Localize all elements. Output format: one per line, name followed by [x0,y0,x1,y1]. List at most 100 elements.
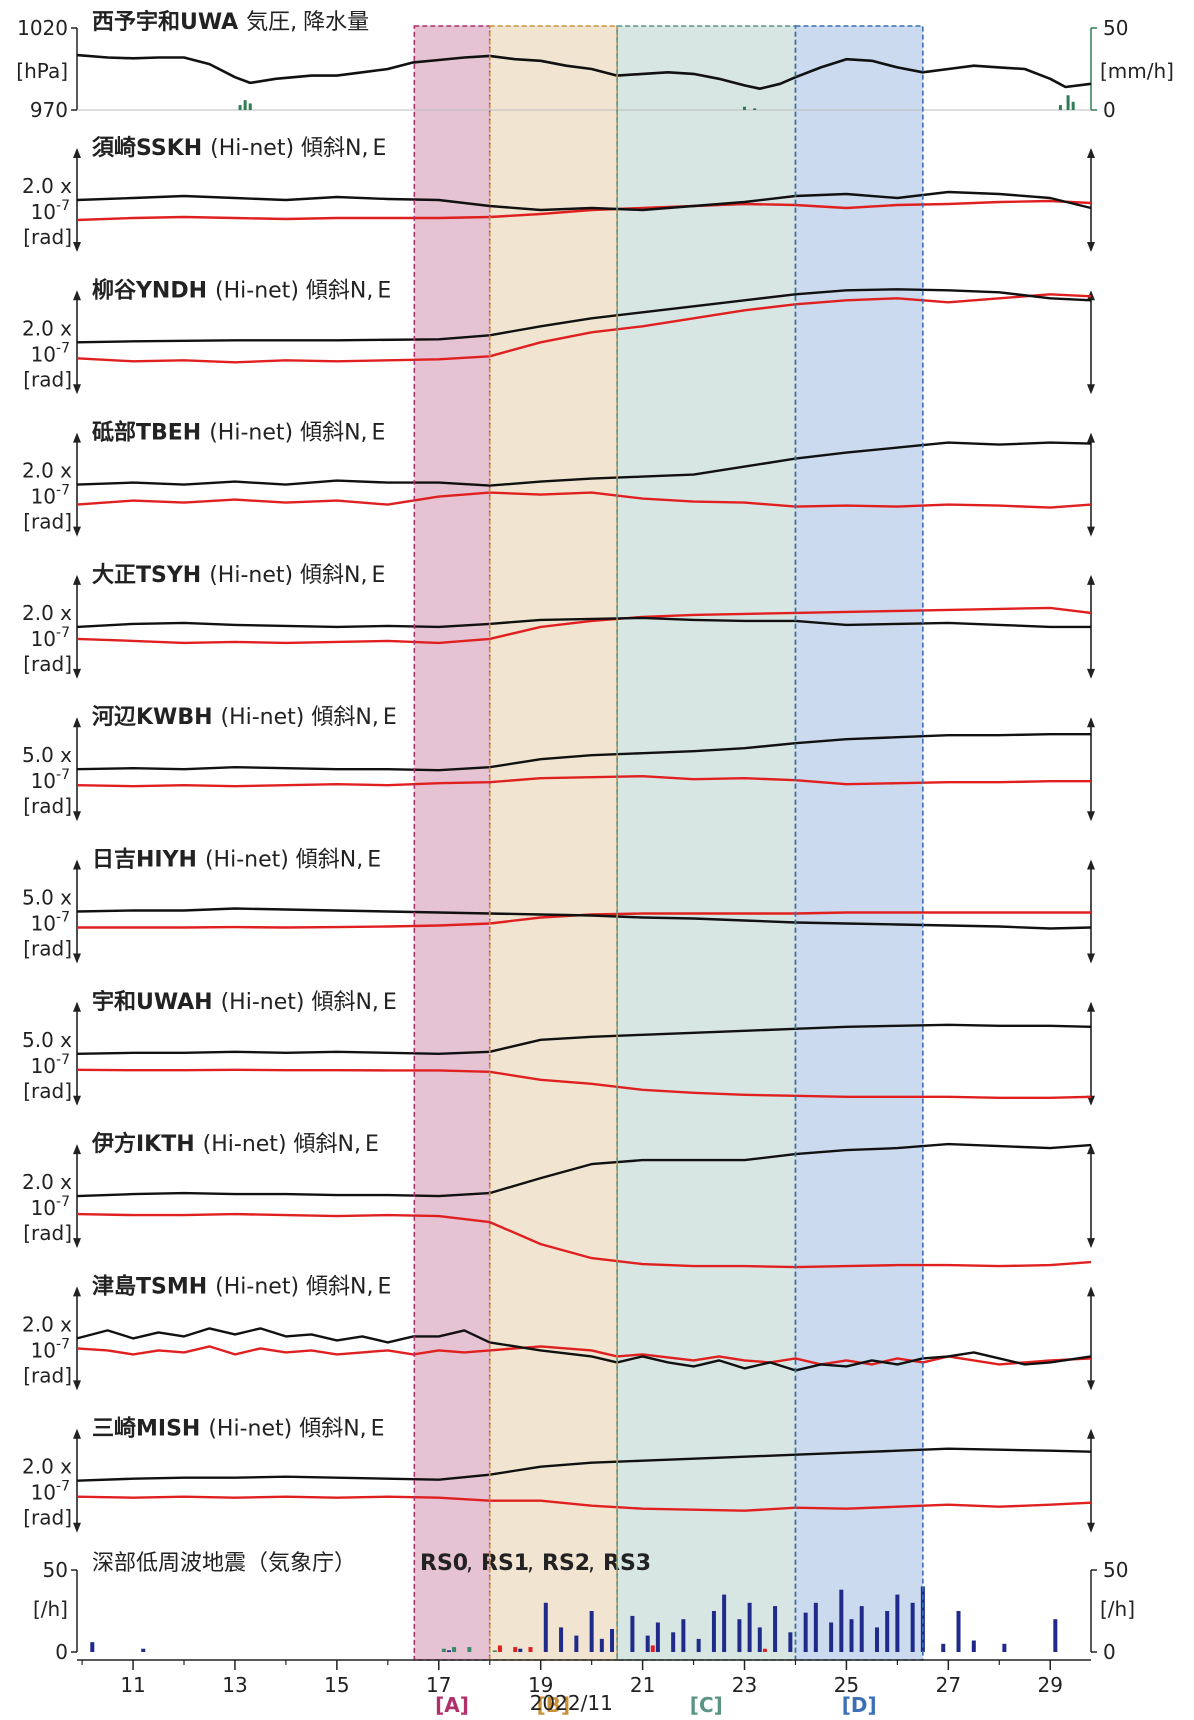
station-8-scale-x: x [60,1312,72,1336]
station-7-legend-prefix: (Hi-net) 傾斜N, [203,1132,361,1157]
station-6-n-line [76,1023,1092,1055]
station-5-exponent-sup: -7 [56,910,70,926]
station-4-right-axis [1087,717,1095,822]
station-5-title: 日吉HIYH (Hi-net) 傾斜N, E [92,847,381,873]
station-4-exponent-sup: -7 [56,767,70,783]
station-1-scale-x: x [60,316,72,340]
station-6-right-axis [1087,1001,1095,1106]
station-2-scale: 2.0 x [22,459,72,483]
arrow-down [73,1522,81,1533]
rain-title: 降水量 [303,10,369,35]
arrow-down [73,1095,81,1106]
arrow-down [1087,1238,1095,1249]
rs3-bar-12 [655,1622,660,1652]
lfe-title: 深部低周波地震（気象庁） [92,1551,356,1576]
rs2-bar-2 [528,1647,533,1652]
station-panel-9: 三崎MISH (Hi-net) 傾斜N, E 2.0 x10-7[rad] [22,1417,1095,1533]
arrow-up [1087,717,1095,728]
arrow-up [73,290,81,301]
station-1-legend-e: E [377,278,391,303]
rs3-bar-5 [559,1627,564,1652]
rs3-bar-20 [757,1627,762,1652]
rs3-bar-0 [90,1642,95,1652]
station-5-n-line [76,907,1092,930]
rs1-bar-3 [492,1650,497,1652]
station-5-legend-e: E [367,848,381,873]
arrow-up [73,1144,81,1155]
station-6-exponent-sup: -7 [56,1052,70,1068]
station-6-unit: [rad] [23,1079,72,1103]
station-9-title: 三崎MISH (Hi-net) 傾斜N, E [92,1417,385,1442]
station-5-scale: 5.0 x [22,886,72,910]
arrow-down [73,953,81,964]
rs3-bar-18 [737,1619,742,1652]
rs3-bar-36 [971,1640,976,1652]
station-7-legend-e: E [365,1132,379,1157]
rs3-bar-29 [874,1627,879,1652]
rs3-bar-19 [747,1602,752,1652]
station-7-scale: 2.0 x [22,1170,72,1194]
period-band-2 [617,26,796,1660]
station-9-right-axis [1087,1428,1095,1533]
station-3-n-line [76,616,1091,629]
rs3-bar-28 [859,1606,864,1652]
x-tick-label-2: 15 [324,1673,349,1697]
pressure-title: 西予宇和UWA 気圧, 降水量 [92,10,369,35]
rs1-bar-0 [441,1648,446,1652]
rs3-bar-38 [1053,1619,1058,1652]
rain-bar-4 [753,108,757,110]
station-3-exponent-sup: -7 [56,625,70,641]
station-0-n-line [76,190,1092,212]
station-panel-2: 砥部TBEH (Hi-net) 傾斜N, E 2.0 x10-7[rad] [22,420,1095,537]
station-4-e-line [76,775,1091,788]
station-3-exponent: 10-7 [31,625,70,651]
lfe-legend-0: RS0 [420,1551,468,1576]
rs3-bar-37 [1002,1643,1007,1652]
station-7-e-line [76,1212,1092,1269]
station-8-legend-e: E [377,1274,391,1299]
rs3-bar-26 [839,1589,844,1652]
rs3-bar-32 [910,1602,915,1652]
station-1-exponent: 10-7 [31,340,70,366]
arrow-down [73,242,81,252]
station-5-legend-prefix: (Hi-net) 傾斜N, [205,848,363,873]
pressure-tick-label-top: 1020 [17,16,68,40]
tilt-panels: 須崎SSKH (Hi-net) 傾斜N, E2.0 x10-7[rad]柳谷YNDH… [22,136,1095,1533]
rs3-bar-30 [885,1611,890,1652]
station-0-e-line [76,199,1092,222]
period-band-0 [414,26,490,1660]
rs3-bar-35 [956,1611,961,1652]
rs1-bar-1 [452,1647,457,1652]
arrow-up [1087,1001,1095,1012]
station-1-legend-prefix: (Hi-net) 傾斜N, [215,278,373,303]
rs3-bar-14 [681,1619,686,1652]
lfe-ylabel-left: [/h] [33,1597,68,1621]
station-4-scale: 5.0 x [22,743,72,767]
rs3-bar-25 [829,1622,834,1652]
x-tick-label-1: 13 [222,1673,247,1697]
lfe-tick-label-bottom-left: 0 [55,1640,68,1664]
lfe-ylabel-right: [/h] [1100,1597,1135,1621]
arrow-up [1087,1428,1095,1439]
arrow-down [73,1380,81,1391]
station-3-legend-prefix: (Hi-net) 傾斜N, [209,563,367,588]
arrow-down [73,526,81,537]
x-axis-unit-label: 2022/11 [530,1691,613,1715]
rs3-bar-15 [696,1638,701,1652]
arrow-down [1087,668,1095,679]
arrow-up [73,432,81,443]
rs3-bar-8 [599,1638,604,1652]
arrow-up [1087,574,1095,585]
station-4-exponent: 10-7 [31,767,70,793]
station-4-legend-prefix: (Hi-net) 傾斜N, [221,705,379,730]
station-1-unit: [rad] [23,367,72,391]
arrow-down [73,1238,81,1249]
rs3-bar-17 [722,1594,727,1652]
station-4-unit: [rad] [23,794,72,818]
station-7-title: 伊方IKTH (Hi-net) 傾斜N, E [91,1131,379,1157]
rs2-bar-1 [513,1647,518,1652]
station-4-n-line [76,733,1091,772]
x-axis: 11 13 15 17 19 21 23 25 27 29 2022/11 [77,1659,1091,1715]
rs1-bar-2 [467,1647,472,1652]
arrow-up [73,1286,81,1297]
